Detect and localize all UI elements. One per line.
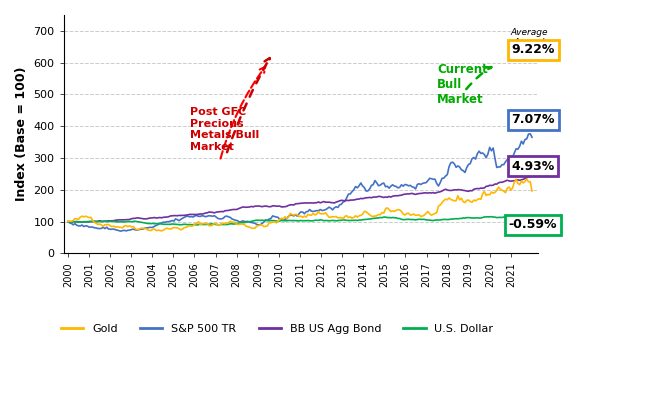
Text: -0.59%: -0.59% bbox=[509, 218, 557, 231]
Y-axis label: Index (Base = 100): Index (Base = 100) bbox=[15, 67, 28, 202]
Text: Current
Bull
Market: Current Bull Market bbox=[437, 63, 488, 106]
Text: 4.93%: 4.93% bbox=[512, 160, 554, 173]
Text: Post GFC
Precious
Metals Bull
Market: Post GFC Precious Metals Bull Market bbox=[190, 107, 259, 152]
Text: 9.22%: 9.22% bbox=[512, 44, 554, 57]
Legend: Gold, S&P 500 TR, BB US Agg Bond, U.S. Dollar: Gold, S&P 500 TR, BB US Agg Bond, U.S. D… bbox=[57, 320, 498, 339]
Text: 7.07%: 7.07% bbox=[512, 114, 555, 127]
Text: Average
Annual
Returns: Average Annual Returns bbox=[510, 28, 547, 57]
